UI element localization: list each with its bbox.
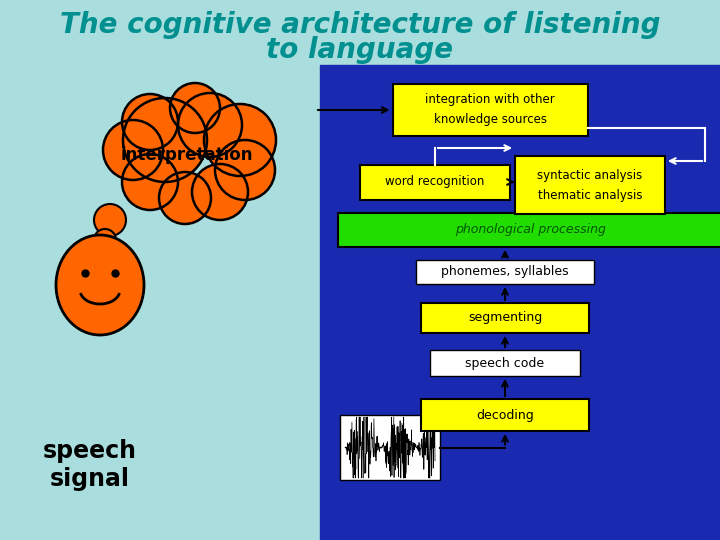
Circle shape	[170, 83, 220, 133]
Text: thematic analysis: thematic analysis	[538, 188, 642, 201]
FancyBboxPatch shape	[392, 84, 588, 136]
Text: interpretation: interpretation	[121, 146, 253, 164]
Circle shape	[103, 120, 163, 180]
FancyBboxPatch shape	[360, 165, 510, 199]
Bar	[320, 65, 720, 540]
Circle shape	[204, 104, 276, 176]
Text: decoding: decoding	[476, 408, 534, 422]
Text: integration with other: integration with other	[425, 93, 555, 106]
Circle shape	[94, 204, 126, 236]
Text: speech
signal: speech signal	[43, 439, 137, 491]
Text: segmenting: segmenting	[468, 312, 542, 325]
Ellipse shape	[56, 235, 144, 335]
Text: syntactic analysis: syntactic analysis	[537, 168, 643, 181]
Text: phonemes, syllables: phonemes, syllables	[441, 266, 569, 279]
Circle shape	[159, 172, 211, 224]
FancyBboxPatch shape	[515, 156, 665, 214]
Text: word recognition: word recognition	[385, 176, 485, 188]
FancyBboxPatch shape	[338, 213, 720, 247]
Text: knowledge sources: knowledge sources	[433, 113, 546, 126]
Circle shape	[122, 94, 178, 150]
FancyBboxPatch shape	[421, 303, 589, 333]
Text: speech code: speech code	[465, 356, 544, 369]
Text: to language: to language	[266, 36, 454, 64]
Bar	[340, 415, 440, 480]
Circle shape	[123, 98, 207, 182]
Circle shape	[178, 93, 242, 157]
Circle shape	[94, 249, 110, 265]
FancyBboxPatch shape	[416, 260, 594, 284]
Circle shape	[122, 154, 178, 210]
FancyBboxPatch shape	[421, 399, 589, 431]
Circle shape	[94, 229, 116, 251]
Circle shape	[215, 140, 275, 200]
Text: The cognitive architecture of listening: The cognitive architecture of listening	[60, 11, 660, 39]
FancyBboxPatch shape	[430, 350, 580, 376]
Circle shape	[192, 164, 248, 220]
Text: phonological processing: phonological processing	[454, 224, 606, 237]
